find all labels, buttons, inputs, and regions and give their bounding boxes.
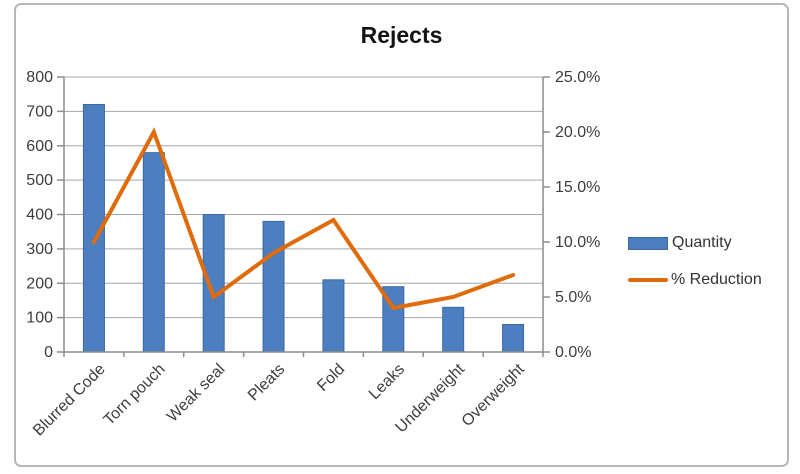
bar-weak-seal [202, 214, 225, 353]
right-axis-label: 10.0% [555, 234, 600, 251]
right-axis-label: 20.0% [555, 124, 600, 141]
left-axis-label: 300 [26, 241, 53, 258]
bar-swatch-icon [628, 236, 668, 250]
line-swatch-icon [628, 278, 668, 282]
right-axis-label: 0.0% [555, 344, 591, 361]
category-label: Torn pouch [101, 361, 169, 429]
bar-pleats [262, 220, 285, 353]
chart-title: Rejects [360, 22, 443, 48]
left-axis-label: 400 [26, 207, 53, 224]
left-axis-label: 0 [44, 344, 53, 361]
legend-label-quantity: Quantity [672, 234, 732, 251]
bar-torn-pouch [142, 152, 165, 353]
category-label: Blurred Code [30, 361, 109, 440]
legend-label-reduction: % Reduction [671, 271, 762, 288]
reduction-line [91, 127, 516, 311]
right-axis-label: 15.0% [555, 179, 600, 196]
bar-fold [322, 279, 345, 353]
bar-overweight [502, 324, 525, 353]
category-label: Fold [314, 361, 348, 395]
category-label: Weak seal [164, 361, 229, 426]
left-axis-label: 100 [26, 310, 53, 327]
bar-underweight [442, 306, 465, 353]
legend-item-quantity: Quantity [628, 233, 762, 253]
left-axis-label: 700 [26, 103, 53, 120]
left-axis-label: 200 [26, 275, 53, 292]
category-label: Overweight [459, 360, 529, 430]
legend-item-reduction: % Reduction [628, 270, 762, 290]
chart-frame: Rejects 800 700 600 500 400 300 200 100 0 25.0% 20… [14, 3, 789, 467]
plot-area: 800 700 600 500 400 300 200 100 0 25.0% 20.0% 15.0%… [26, 69, 600, 440]
left-axis-label: 800 [26, 69, 53, 86]
legend: Quantity % Reduction [628, 233, 762, 307]
left-axis-label: 600 [26, 138, 53, 155]
category-label: Leaks [366, 361, 408, 403]
category-label: Pleats [245, 361, 288, 404]
right-axis-label: 5.0% [555, 289, 591, 306]
left-axis-label: 500 [26, 172, 53, 189]
right-axis-label: 25.0% [555, 69, 600, 86]
